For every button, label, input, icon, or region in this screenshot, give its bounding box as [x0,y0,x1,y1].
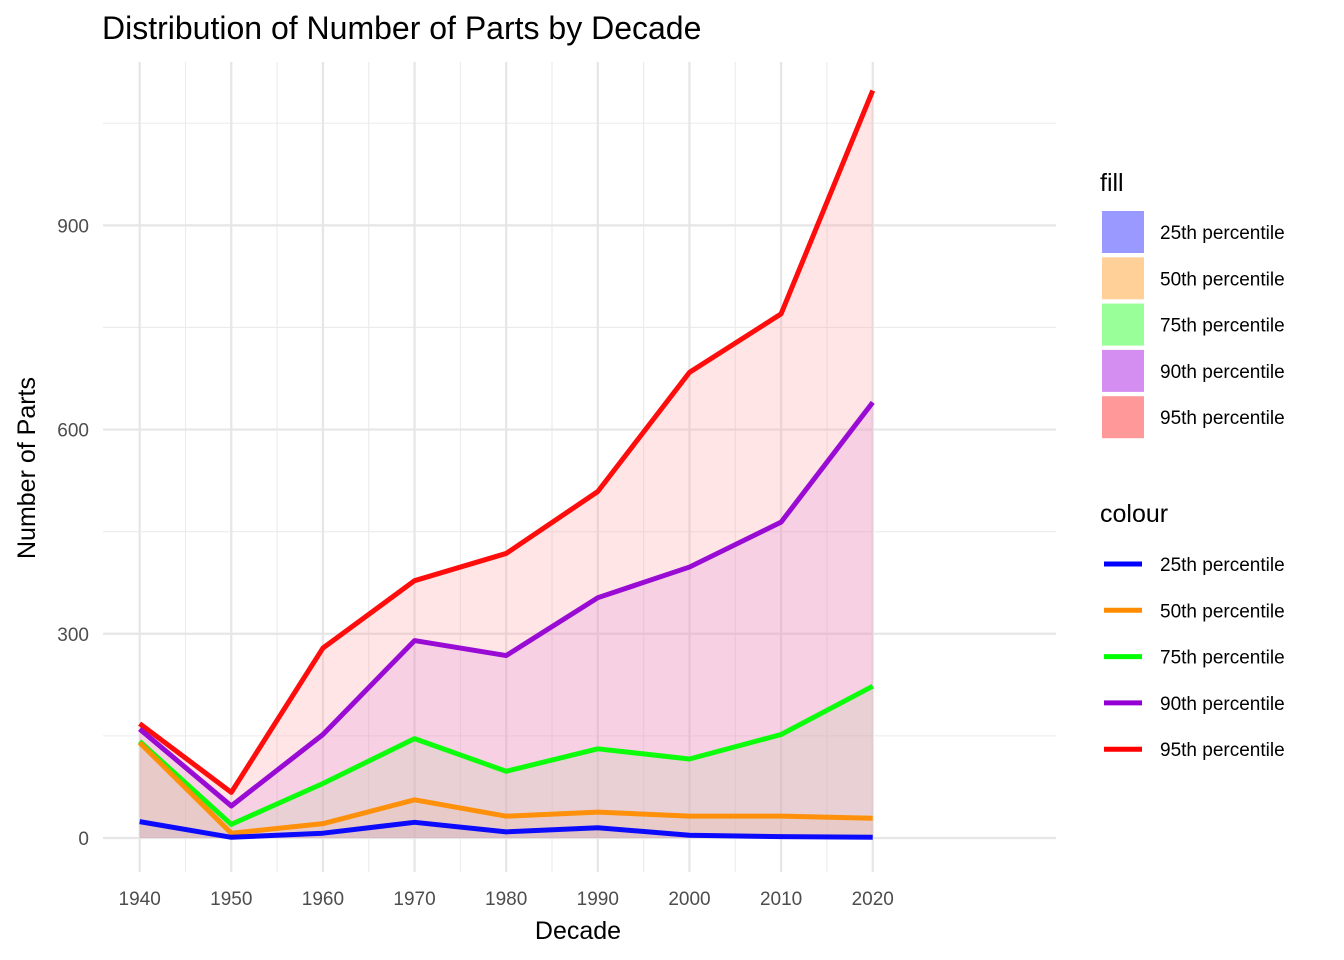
grid [103,62,1056,872]
x-tick-label: 2020 [852,889,894,910]
x-tick-label: 1940 [119,889,161,910]
area-fill-series-3 [139,686,873,838]
legend-fill-swatch [1102,257,1144,300]
x-tick-label: 2000 [668,889,710,910]
y-tick-label: 300 [57,625,89,646]
area-fill-series-4 [139,402,873,838]
y-tick-label: 900 [57,216,89,237]
y-tick-label: 0 [78,829,89,850]
legend-fill-label: 95th percentile [1160,408,1285,429]
legend-fill: fill 25th percentile 50th percentile 75th … [1100,169,1285,439]
series-line-1 [139,819,873,840]
legend-colour-title: colour [1100,500,1168,528]
y-tick-label: 600 [57,421,89,442]
x-tick-label: 1970 [393,889,435,910]
x-tick-label: 1980 [485,889,527,910]
series-line-3 [137,683,874,827]
x-tick-label: 1960 [302,889,344,910]
y-axis-title: Number of Parts [13,377,41,559]
x-tick-label: 1950 [210,889,252,910]
x-tick-label: 1990 [577,889,619,910]
series-lines [137,89,876,840]
legend-fill-swatch [1102,303,1144,346]
legend-fill-label: 50th percentile [1160,269,1285,290]
x-axis-title: Decade [535,917,621,945]
legend-fill-label: 90th percentile [1160,362,1285,383]
legend-fill-label: 25th percentile [1160,223,1285,244]
y-axis-ticks: 0 300 600 900 [57,216,89,850]
legend-colour: colour 25th percentile 50th percentile 75t… [1100,500,1285,761]
legend-fill-swatch [1102,396,1144,439]
x-tick-label: 2010 [760,889,802,910]
series-line-4 [138,400,875,809]
legend-fill-title: fill [1100,169,1124,197]
legend-colour-label: 90th percentile [1160,694,1285,715]
legend-fill-label: 75th percentile [1160,316,1285,337]
x-axis-ticks: 1940 1950 1960 1970 1980 1990 2000 2010 2020 [119,889,894,910]
legend-colour-label: 75th percentile [1160,648,1285,669]
legend-colour-label: 50th percentile [1160,601,1285,622]
legend-fill-swatch [1102,349,1144,392]
chart-title: Distribution of Number of Parts by Decad… [102,10,701,46]
legend-fill-swatch [1102,211,1144,253]
legend-colour-label: 95th percentile [1160,740,1285,761]
legend-colour-label: 25th percentile [1160,555,1285,576]
area-fill-series-2 [139,742,873,838]
series-line-5 [138,89,876,795]
series-line-2 [137,740,873,836]
